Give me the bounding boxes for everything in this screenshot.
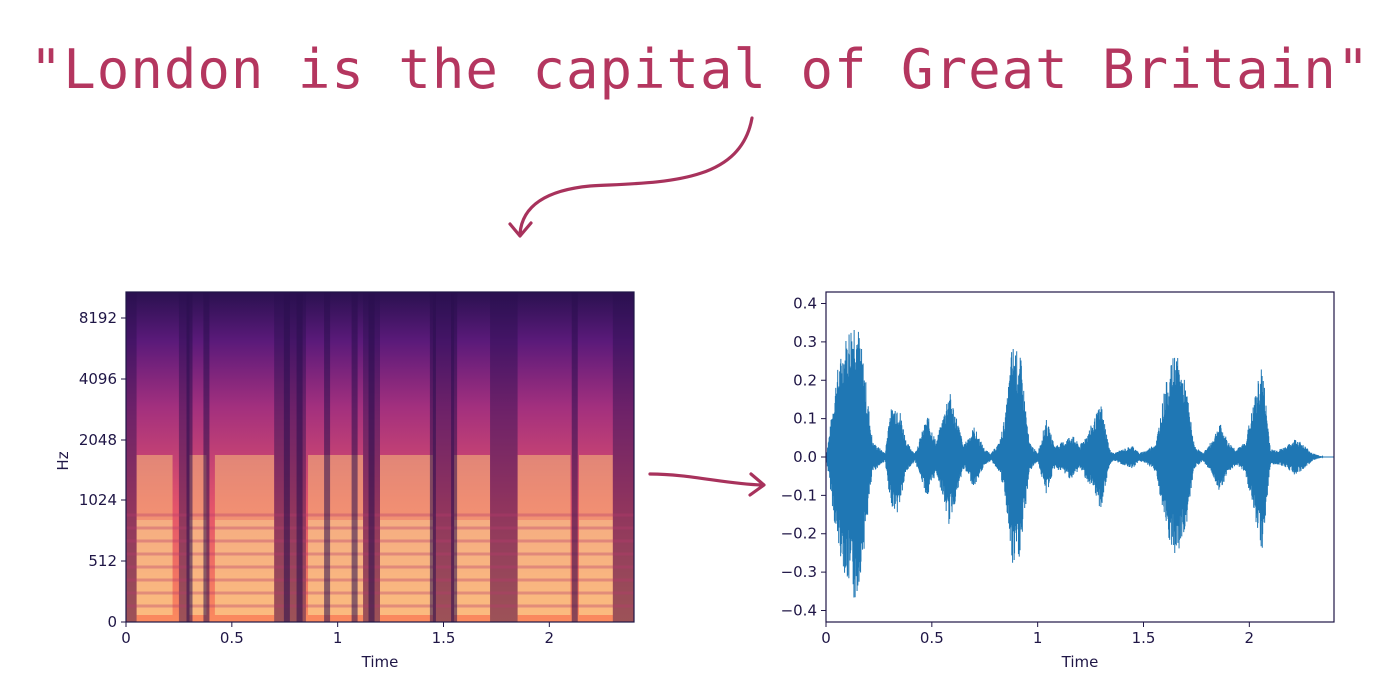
spectrogram-frame — [125, 291, 635, 623]
spectrogram-image — [126, 292, 634, 622]
waveform-ytick-label: −0.1 — [781, 486, 817, 504]
arrow-spectrogram-to-waveform-head — [748, 472, 766, 497]
spectrogram-chart: 0 0.5 1 1.5 2 0 512 1024 2048 4096 8192 Time Hz — [54, 291, 635, 671]
spectrogram-xtick-label: 0.5 — [220, 629, 244, 647]
arrow-text-to-spectrogram-head — [508, 221, 533, 238]
waveform-xtick-label: 1 — [1033, 629, 1043, 647]
spectrogram-ytick-label: 8192 — [79, 309, 117, 327]
spectrogram-ytick-label: 1024 — [79, 491, 117, 509]
spectrogram-xtick-label: 2 — [545, 629, 555, 647]
waveform-ytick-label: 0.2 — [793, 371, 817, 389]
waveform-xtick-label: 0.5 — [920, 629, 944, 647]
spectrogram-ytick-label: 0 — [107, 613, 117, 631]
waveform-xtick-label: 1.5 — [1132, 629, 1156, 647]
waveform-xlabel: Time — [1061, 653, 1099, 671]
waveform-ytick-label: 0.0 — [793, 448, 817, 466]
waveform-ytick-label: 0.1 — [793, 410, 817, 428]
waveform-ytick-label: −0.4 — [781, 601, 817, 619]
arrow-text-to-spectrogram — [518, 116, 754, 236]
waveform-series — [826, 329, 1334, 598]
arrow-spectrogram-to-waveform — [648, 472, 764, 487]
waveform-ytick-label: −0.2 — [781, 525, 817, 543]
spectrogram-ytick-label: 4096 — [79, 370, 117, 388]
spectrogram-ylabel: Hz — [54, 451, 72, 470]
spectrogram-xlabel: Time — [361, 653, 399, 671]
input-text-quote: "London is the capital of Great Britain" — [29, 38, 1371, 101]
waveform-xtick-label: 2 — [1245, 629, 1255, 647]
spectrogram-xtick-label: 1.5 — [432, 629, 456, 647]
spectrogram-ytick-label: 2048 — [79, 431, 117, 449]
waveform-ytick-label: 0.4 — [793, 295, 817, 313]
waveform-ytick-label: 0.3 — [793, 333, 817, 351]
spectrogram-xtick-label: 1 — [333, 629, 343, 647]
waveform-ytick-label: −0.3 — [781, 563, 817, 581]
waveform-chart: 0 0.5 1 1.5 2 0.4 0.3 0.2 0.1 0.0 −0.1 −0.2 −0.3 −0.4… — [781, 291, 1335, 671]
spectrogram-ytick-label: 512 — [88, 552, 117, 570]
waveform-xtick-label: 0 — [821, 629, 831, 647]
spectrogram-xtick-label: 0 — [121, 629, 131, 647]
